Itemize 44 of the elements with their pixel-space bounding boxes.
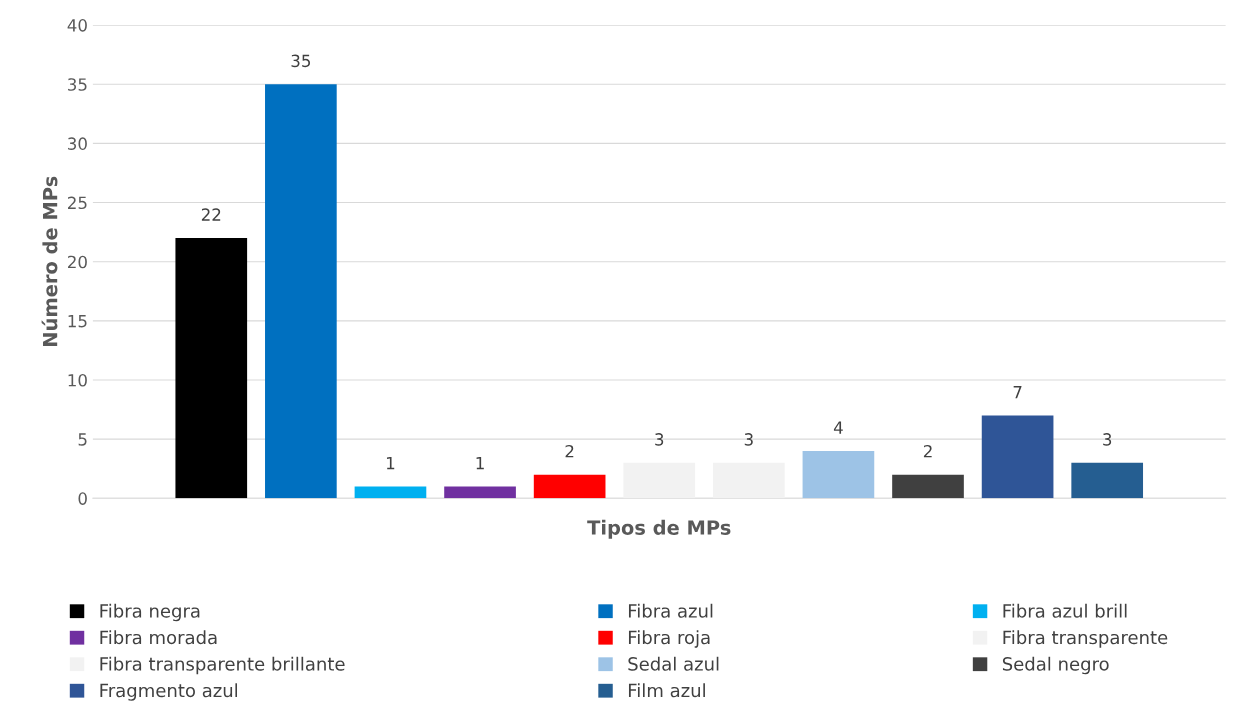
legend-label: Fibra roja — [628, 630, 710, 648]
data-label: 2 — [923, 444, 932, 458]
legend-label: Fibra azul brill — [1003, 603, 1127, 618]
data-label: 35 — [291, 54, 311, 68]
legend-label: Fibra morada — [100, 630, 217, 645]
bar — [265, 84, 337, 499]
legend-label: Fibra transparente — [1003, 630, 1168, 648]
y-tick-label: 30 — [68, 137, 87, 150]
y-tick-label: 0 — [78, 492, 87, 505]
y-tick-label: 15 — [68, 315, 87, 328]
data-label: 4 — [833, 421, 843, 434]
bar — [444, 486, 516, 499]
data-label: 7 — [1013, 386, 1022, 399]
y-tick-label: 10 — [68, 373, 87, 387]
bar — [354, 486, 427, 499]
bar — [981, 415, 1054, 499]
legend-label: Fragmento azul — [100, 683, 238, 701]
bar — [175, 238, 248, 499]
y-tick-label: 5 — [78, 433, 87, 446]
data-label: 3 — [1103, 433, 1112, 446]
data-label: 3 — [655, 433, 664, 446]
bar — [623, 462, 696, 499]
bar — [712, 462, 785, 499]
data-label: 2 — [565, 444, 574, 458]
legend-label: Sedal azul — [628, 656, 719, 671]
data-label: 1 — [386, 456, 395, 470]
legend-label: Fibra negra — [100, 603, 200, 622]
x-axis-title: Tipos de MPs — [587, 519, 731, 539]
legend-label: Film azul — [628, 683, 705, 698]
legend-label: Fibra transparente brillante — [100, 656, 345, 675]
data-label: 1 — [476, 456, 484, 470]
legend-label: Sedal negro — [1002, 656, 1109, 675]
data-label: 3 — [744, 433, 753, 446]
bar — [802, 450, 875, 499]
y-tick-label: 35 — [68, 78, 87, 91]
y-axis-title: Número de MPs — [41, 176, 58, 346]
y-tick-label: 40 — [67, 19, 87, 32]
legend-label: Fibra azul — [628, 603, 713, 618]
bar — [533, 474, 606, 499]
data-label: 22 — [201, 208, 221, 221]
y-tick-label: 20 — [68, 255, 87, 269]
y-tick-label: 25 — [68, 196, 87, 210]
bar — [1071, 462, 1144, 499]
bar — [892, 474, 964, 499]
